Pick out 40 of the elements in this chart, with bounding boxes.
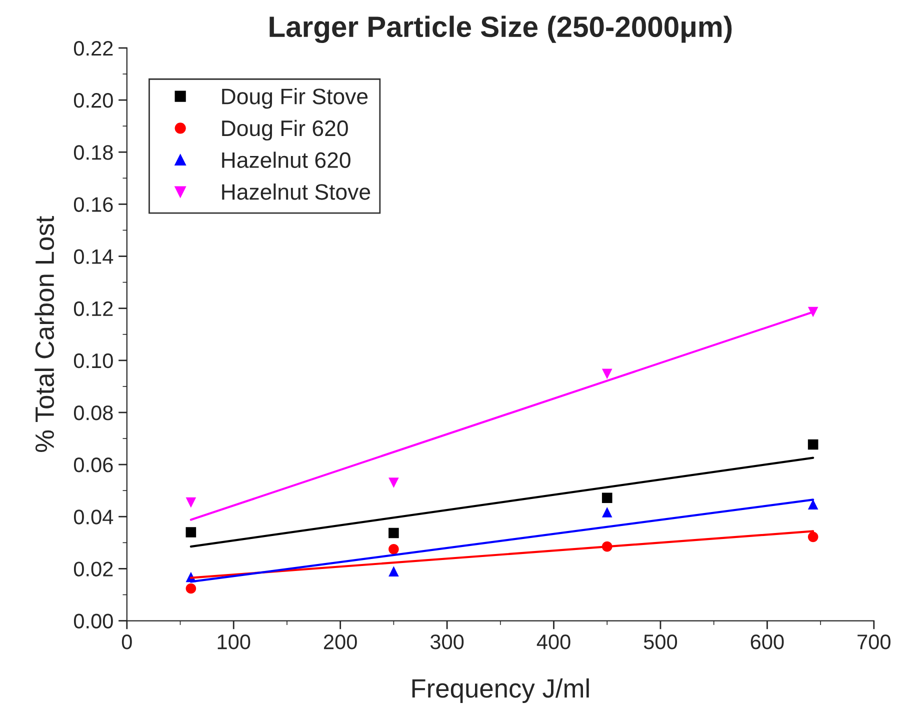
x-tick-label: 0: [122, 634, 132, 650]
point: [388, 478, 399, 488]
x-axis-title: Frequency J/ml: [412, 678, 589, 703]
y-tick-label: 0.04: [74, 510, 114, 524]
point: [808, 499, 818, 510]
chart-title: Larger Particle Size (250-2000μm): [270, 16, 732, 44]
point: [602, 492, 612, 504]
y-tick-label: 0.06: [74, 458, 113, 472]
y-tick-label: 0.22: [74, 40, 113, 56]
point: [186, 583, 196, 594]
point: [388, 528, 399, 538]
x-tick-label: 700: [858, 634, 890, 650]
x-tick-label: 400: [536, 634, 570, 650]
legend-label: Doug Fir 620: [222, 120, 348, 141]
point: [602, 368, 612, 380]
y-tick-label: 0.16: [74, 197, 113, 212]
point: [388, 566, 399, 576]
point: [186, 497, 196, 508]
x-tick-label: 100: [218, 634, 250, 650]
x-tick-label: 500: [644, 634, 678, 650]
x-tick-label: 600: [750, 634, 784, 650]
x-tick-label: 300: [430, 634, 464, 650]
y-tick-label: 0.10: [74, 353, 113, 368]
point: [808, 439, 818, 450]
y-axis-title: % Total Carbon Lost: [34, 216, 54, 452]
point: [602, 507, 612, 518]
x-tick-label: 200: [324, 634, 357, 650]
y-tick-label: 0.12: [74, 301, 113, 316]
legend-label: Hazelnut Stove: [222, 184, 370, 200]
point: [388, 544, 399, 554]
y-tick-label: 0.14: [74, 249, 114, 264]
y-tick-label: 0.00: [74, 614, 113, 629]
y-tick-label: 0.18: [74, 145, 113, 160]
y-tick-label: 0.02: [74, 562, 113, 576]
legend-label: Hazelnut 620: [222, 152, 350, 168]
legend-label: Doug Fir Stove: [222, 88, 368, 109]
point: [186, 527, 196, 538]
y-tick-label: 0.20: [74, 93, 113, 108]
point: [808, 532, 818, 542]
y-tick-label: 0.08: [74, 405, 113, 420]
